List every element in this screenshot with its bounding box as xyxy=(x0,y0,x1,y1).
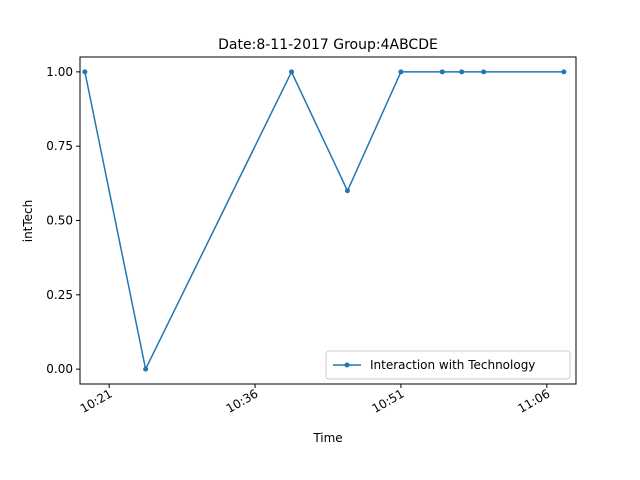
data-point xyxy=(344,188,350,194)
data-point xyxy=(439,69,445,75)
data-point xyxy=(459,69,465,75)
data-point xyxy=(82,69,88,75)
y-tick-label: 0.75 xyxy=(46,139,73,153)
y-tick-label: 0.00 xyxy=(46,362,73,376)
y-tick-label: 1.00 xyxy=(46,65,73,79)
legend-label: Interaction with Technology xyxy=(370,358,535,372)
data-point xyxy=(398,69,404,75)
data-point xyxy=(561,69,567,75)
plot-frame xyxy=(79,56,577,385)
y-tick-label: 0.50 xyxy=(46,214,73,228)
legend: Interaction with Technology xyxy=(325,350,571,380)
series-layer xyxy=(82,69,567,372)
legend-marker-sample xyxy=(344,362,350,368)
chart-title: Date:8-11-2017 Group:4ABCDE xyxy=(218,37,438,53)
data-point xyxy=(481,69,487,75)
y-tick-label: 0.25 xyxy=(46,288,73,302)
data-point xyxy=(289,69,295,75)
y-axis-title: intTech xyxy=(21,200,35,243)
legend-frame xyxy=(325,350,571,380)
data-point xyxy=(143,366,149,372)
x-axis-title: Time xyxy=(312,431,342,445)
